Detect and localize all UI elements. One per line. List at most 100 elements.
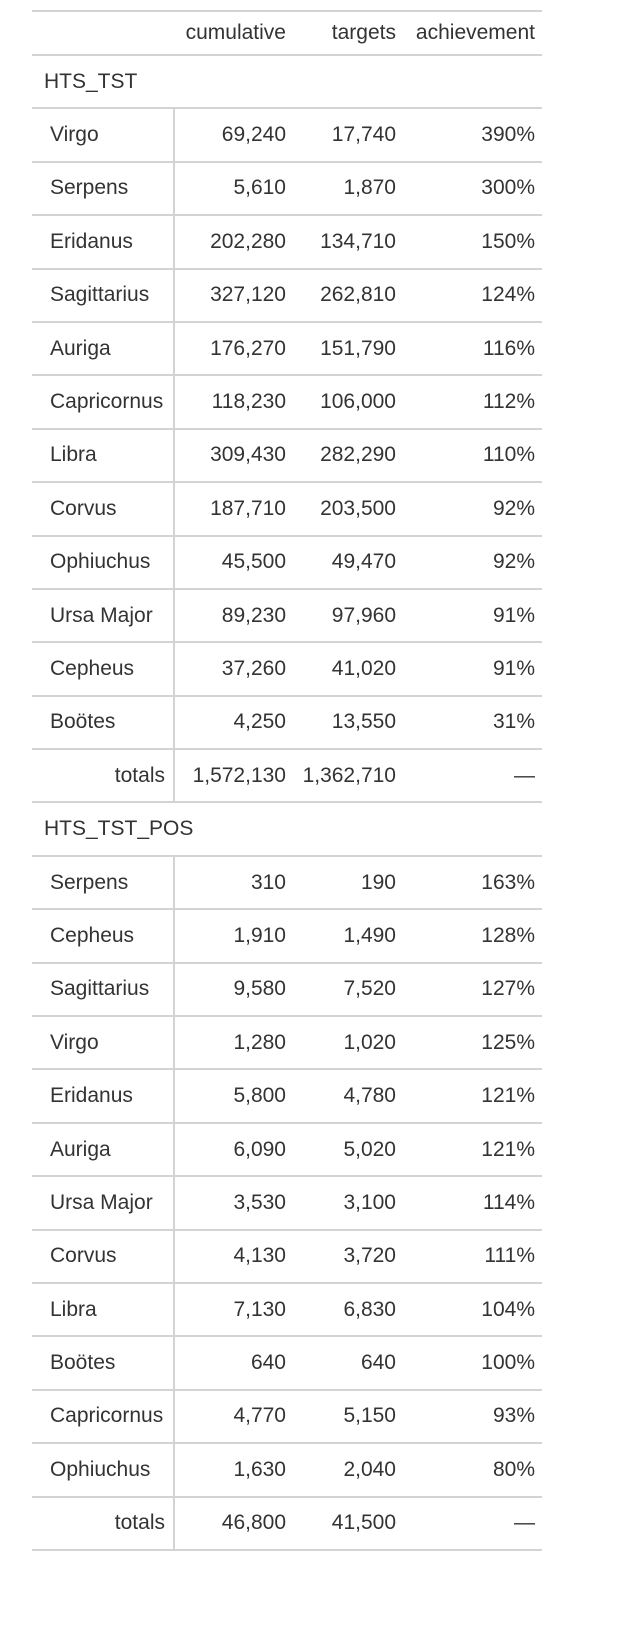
cell-cumulative: 202,280 <box>174 215 296 270</box>
table-row: Cepheus 37,260 41,020 91% <box>32 642 542 697</box>
row-label: Virgo <box>32 108 175 163</box>
col-header-cumulative: cumulative <box>174 10 296 56</box>
cell-achievement: 300% <box>403 161 542 217</box>
cell-targets: 3,720 <box>296 1229 403 1284</box>
row-label: Eridanus <box>32 1069 175 1124</box>
cell-targets: 106,000 <box>296 375 403 430</box>
cell-cumulative: 310 <box>174 855 296 911</box>
row-label: Capricornus <box>32 1389 175 1445</box>
table-row: Boötes 4,250 13,550 31% <box>32 695 542 751</box>
table-row: Libra 7,130 6,830 104% <box>32 1282 542 1338</box>
cell-targets: 5,020 <box>296 1122 403 1178</box>
row-label: Sagittarius <box>32 268 175 323</box>
row-label: Serpens <box>32 161 175 217</box>
table-row: Boötes 640 640 100% <box>32 1336 542 1391</box>
cell-targets: 640 <box>296 1336 403 1391</box>
cell-cumulative: 1,910 <box>174 909 296 964</box>
row-label: Auriga <box>32 1122 175 1178</box>
cell-targets: 7,520 <box>296 962 403 1018</box>
row-label: Sagittarius <box>32 962 175 1018</box>
cell-achievement: 116% <box>403 321 542 377</box>
header-row: cumulative targets achievement <box>32 10 542 56</box>
cell-cumulative: 4,770 <box>174 1389 296 1445</box>
cell-targets: 151,790 <box>296 321 403 377</box>
col-header-label <box>32 10 174 56</box>
cell-cumulative: 4,130 <box>174 1229 296 1284</box>
table-header: cumulative targets achievement <box>32 10 542 56</box>
cell-cumulative: 176,270 <box>174 321 296 377</box>
cell-achievement: 111% <box>403 1229 542 1284</box>
group-label: HTS_TST <box>32 55 542 110</box>
row-label: Boötes <box>32 695 175 751</box>
cell-achievement: 127% <box>403 962 542 1018</box>
cell-achievement: 390% <box>403 108 542 163</box>
cell-cumulative: 1,280 <box>174 1016 296 1071</box>
row-label: Ophiuchus <box>32 1443 175 1498</box>
table-row: Ursa Major 89,230 97,960 91% <box>32 588 542 644</box>
table-row: Eridanus 202,280 134,710 150% <box>32 215 542 270</box>
cell-targets: 3,100 <box>296 1176 403 1231</box>
totals-row: totals 1,572,130 1,362,710— <box>32 748 542 804</box>
row-label: Serpens <box>32 855 175 911</box>
cell-cumulative: 118,230 <box>174 375 296 430</box>
cell-achievement: 92% <box>403 535 542 590</box>
row-label: Corvus <box>32 1229 175 1284</box>
cell-cumulative: 327,120 <box>174 268 296 323</box>
cell-targets: 1,870 <box>296 161 403 217</box>
cell-achievement: 91% <box>403 642 542 697</box>
cell-achievement: 112% <box>403 375 542 430</box>
cell-targets: 41,500 <box>296 1496 403 1551</box>
table-row: Corvus 4,130 3,720 111% <box>32 1229 542 1284</box>
cell-targets: 1,362,710 <box>296 748 403 804</box>
table-row: Ursa Major 3,530 3,100 114% <box>32 1176 542 1231</box>
table-body: HTS_TST Virgo 69,240 17,740 390% Serpens 5,610… <box>32 55 542 1551</box>
cell-cumulative: 4,250 <box>174 695 296 751</box>
cell-achievement: 121% <box>403 1069 542 1124</box>
cell-targets: 17,740 <box>296 108 403 163</box>
col-header-targets: targets <box>296 10 403 56</box>
cell-targets: 134,710 <box>296 215 403 270</box>
cell-cumulative: 89,230 <box>174 588 296 644</box>
cell-achievement: 125% <box>403 1016 542 1071</box>
cell-achievement: 121% <box>403 1122 542 1178</box>
row-label: Capricornus <box>32 375 175 430</box>
cell-achievement: 80% <box>403 1443 542 1498</box>
row-label: Cepheus <box>32 642 175 697</box>
cell-cumulative: 9,580 <box>174 962 296 1018</box>
table-row: Sagittarius 9,580 7,520 127% <box>32 962 542 1018</box>
table-row: Corvus 187,710 203,500 92% <box>32 482 542 537</box>
cell-cumulative: 37,260 <box>174 642 296 697</box>
cell-targets: 13,550 <box>296 695 403 751</box>
cell-cumulative: 3,530 <box>174 1176 296 1231</box>
table-row: Cepheus 1,910 1,490 128% <box>32 909 542 964</box>
table-row: Virgo 69,240 17,740 390% <box>32 108 542 163</box>
achievement-table: cumulative targets achievement HTS_TST Vi… <box>32 10 542 1551</box>
table-row: Auriga 6,090 5,020 121% <box>32 1122 542 1178</box>
cell-cumulative: 69,240 <box>174 108 296 163</box>
table-row: Libra 309,430 282,290 110% <box>32 428 542 484</box>
cell-cumulative: 1,572,130 <box>174 748 296 804</box>
row-label: Virgo <box>32 1016 175 1071</box>
row-label: totals <box>32 1496 175 1551</box>
cell-achievement: 150% <box>403 215 542 270</box>
cell-achievement: 128% <box>403 909 542 964</box>
table-row: Sagittarius 327,120 262,810 124% <box>32 268 542 323</box>
cell-targets: 262,810 <box>296 268 403 323</box>
cell-targets: 282,290 <box>296 428 403 484</box>
cell-targets: 190 <box>296 855 403 911</box>
cell-targets: 41,020 <box>296 642 403 697</box>
row-label: Libra <box>32 1282 175 1338</box>
table-row: Ophiuchus 1,630 2,040 80% <box>32 1443 542 1498</box>
cell-achievement: 92% <box>403 482 542 537</box>
row-label: Ursa Major <box>32 588 175 644</box>
cell-achievement: 110% <box>403 428 542 484</box>
cell-targets: 1,020 <box>296 1016 403 1071</box>
col-header-achievement: achievement <box>403 10 542 56</box>
row-label: Eridanus <box>32 215 175 270</box>
table-row: Ophiuchus 45,500 49,470 92% <box>32 535 542 590</box>
cell-cumulative: 46,800 <box>174 1496 296 1551</box>
group-header-row: HTS_TST <box>32 55 542 110</box>
cell-targets: 4,780 <box>296 1069 403 1124</box>
cell-achievement: 100% <box>403 1336 542 1391</box>
row-label: Cepheus <box>32 909 175 964</box>
